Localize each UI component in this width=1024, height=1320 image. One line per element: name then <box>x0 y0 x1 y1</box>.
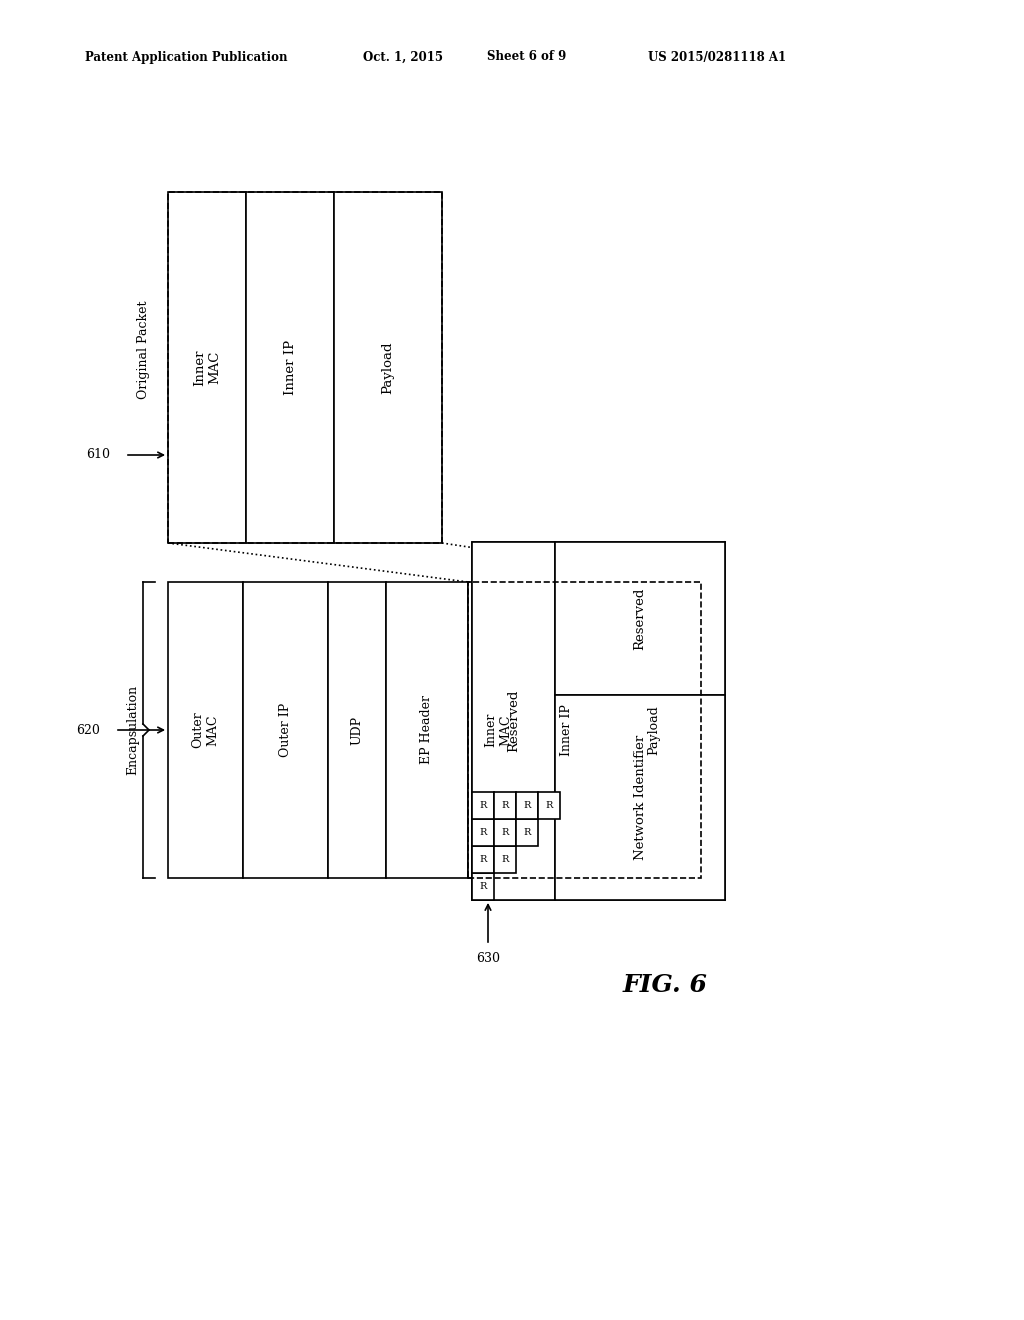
Text: R: R <box>479 855 486 865</box>
Bar <box>494 846 516 873</box>
Text: UDP: UDP <box>350 715 364 744</box>
Bar <box>472 818 494 846</box>
Text: EP Header: EP Header <box>421 696 433 764</box>
Text: Patent Application Publication: Patent Application Publication <box>85 50 288 63</box>
Bar <box>468 582 701 878</box>
Text: Inner IP: Inner IP <box>284 341 297 395</box>
Bar <box>555 543 725 696</box>
Bar <box>472 543 725 900</box>
Bar <box>538 792 560 818</box>
Bar <box>328 582 386 878</box>
Bar <box>468 582 528 878</box>
Text: R: R <box>479 882 486 891</box>
Text: Reserved: Reserved <box>507 690 520 752</box>
Bar <box>528 582 606 878</box>
Text: 630: 630 <box>476 952 500 965</box>
Bar <box>246 191 334 543</box>
Text: Outer IP: Outer IP <box>279 702 292 758</box>
Bar <box>494 792 516 818</box>
Text: R: R <box>479 801 486 810</box>
Text: Original Packet: Original Packet <box>136 301 150 399</box>
Bar <box>386 582 468 878</box>
Text: R: R <box>502 828 509 837</box>
Text: FIG. 6: FIG. 6 <box>623 973 708 997</box>
Bar <box>243 582 328 878</box>
Bar <box>516 818 538 846</box>
Bar <box>555 696 725 900</box>
Text: Network Identifier: Network Identifier <box>634 735 646 861</box>
Bar <box>516 792 538 818</box>
Bar <box>472 543 555 900</box>
Text: R: R <box>523 828 530 837</box>
Text: R: R <box>502 801 509 810</box>
Text: Outer
MAC: Outer MAC <box>191 711 219 748</box>
Text: R: R <box>546 801 553 810</box>
Text: Inner
MAC: Inner MAC <box>484 713 512 747</box>
Text: Payload: Payload <box>382 342 394 393</box>
Text: Oct. 1, 2015: Oct. 1, 2015 <box>362 50 443 63</box>
Text: 610: 610 <box>86 449 110 462</box>
Text: US 2015/0281118 A1: US 2015/0281118 A1 <box>648 50 786 63</box>
Bar <box>168 191 442 543</box>
Bar <box>494 818 516 846</box>
Bar <box>472 846 494 873</box>
Text: R: R <box>502 855 509 865</box>
Bar <box>334 191 442 543</box>
Text: Sheet 6 of 9: Sheet 6 of 9 <box>487 50 566 63</box>
Text: Reserved: Reserved <box>634 587 646 649</box>
Text: R: R <box>523 801 530 810</box>
Bar <box>606 582 701 878</box>
Text: 620: 620 <box>76 723 100 737</box>
Text: Inner
MAC: Inner MAC <box>193 350 221 385</box>
Bar <box>168 582 243 878</box>
Bar <box>168 191 246 543</box>
Text: R: R <box>479 828 486 837</box>
Text: Inner IP: Inner IP <box>560 704 573 756</box>
Text: Payload: Payload <box>647 705 660 755</box>
Bar <box>472 873 494 900</box>
Text: Encapsulation: Encapsulation <box>127 685 139 775</box>
Bar <box>472 792 494 818</box>
